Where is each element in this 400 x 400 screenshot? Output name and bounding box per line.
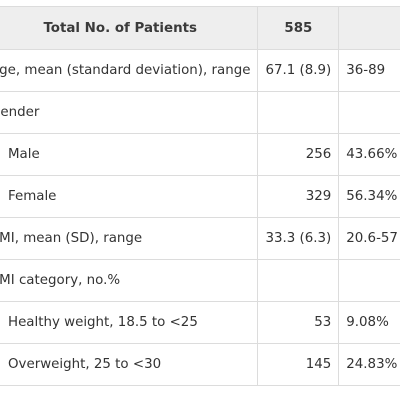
patient-characteristics-table: Total No. of Patients 585 Age, mean (sta… (0, 6, 400, 386)
table-row: Female 329 56.34% (0, 175, 400, 218)
row-label-cell: Female (0, 175, 259, 218)
row-label: BMI, mean (SD), range (0, 231, 143, 246)
table-row: Age, mean (standard deviation), range 67… (0, 49, 400, 92)
row-label: BMI category, no.% (0, 273, 121, 288)
row-label-cell: Healthy weight, 18.5 to <25 (0, 301, 259, 344)
row-value-cell: 53 (257, 301, 340, 344)
header-label-cell: Total No. of Patients (0, 6, 259, 50)
row-percent-cell (338, 259, 400, 302)
row-label-cell: Gender (0, 91, 259, 134)
row-label: Overweight, 25 to <30 (8, 357, 162, 372)
header-row: Total No. of Patients 585 (0, 6, 400, 50)
table-row: Healthy weight, 18.5 to <25 53 9.08% (0, 301, 400, 344)
table-row: Male 256 43.66% (0, 133, 400, 176)
row-percent-cell: 36-89 (338, 49, 400, 92)
table-row: BMI category, no.% (0, 259, 400, 302)
table-row: Gender (0, 91, 400, 134)
row-label: Healthy weight, 18.5 to <25 (8, 315, 198, 330)
row-value-cell: 67.1 (8.9) (257, 49, 340, 92)
row-label-cell: Age, mean (standard deviation), range (0, 49, 259, 92)
header-value-cell: 585 (257, 6, 340, 50)
row-percent-cell: 24.83% (338, 343, 400, 386)
row-value-cell: 256 (257, 133, 340, 176)
row-value-cell (257, 259, 340, 302)
row-label: Age, mean (standard deviation), range (0, 63, 251, 78)
row-label: Gender (0, 105, 40, 120)
row-percent-cell (338, 91, 400, 134)
row-label: Female (8, 189, 57, 204)
row-label: Male (8, 147, 40, 162)
row-percent-cell: 20.6-57 (338, 217, 400, 260)
table-body: Age, mean (standard deviation), range 67… (0, 49, 400, 386)
row-percent-cell: 43.66% (338, 133, 400, 176)
header-percent-cell (338, 6, 400, 50)
row-value-cell: 145 (257, 343, 340, 386)
row-percent-cell: 9.08% (338, 301, 400, 344)
row-label-cell: BMI category, no.% (0, 259, 259, 302)
row-percent-cell: 56.34% (338, 175, 400, 218)
row-label-cell: Overweight, 25 to <30 (0, 343, 259, 386)
row-value-cell: 33.3 (6.3) (257, 217, 340, 260)
table-row: BMI, mean (SD), range 33.3 (6.3) 20.6-57 (0, 217, 400, 260)
row-label-cell: BMI, mean (SD), range (0, 217, 259, 260)
row-value-cell (257, 91, 340, 134)
row-label-cell: Male (0, 133, 259, 176)
table-row: Overweight, 25 to <30 145 24.83% (0, 343, 400, 386)
row-value-cell: 329 (257, 175, 340, 218)
